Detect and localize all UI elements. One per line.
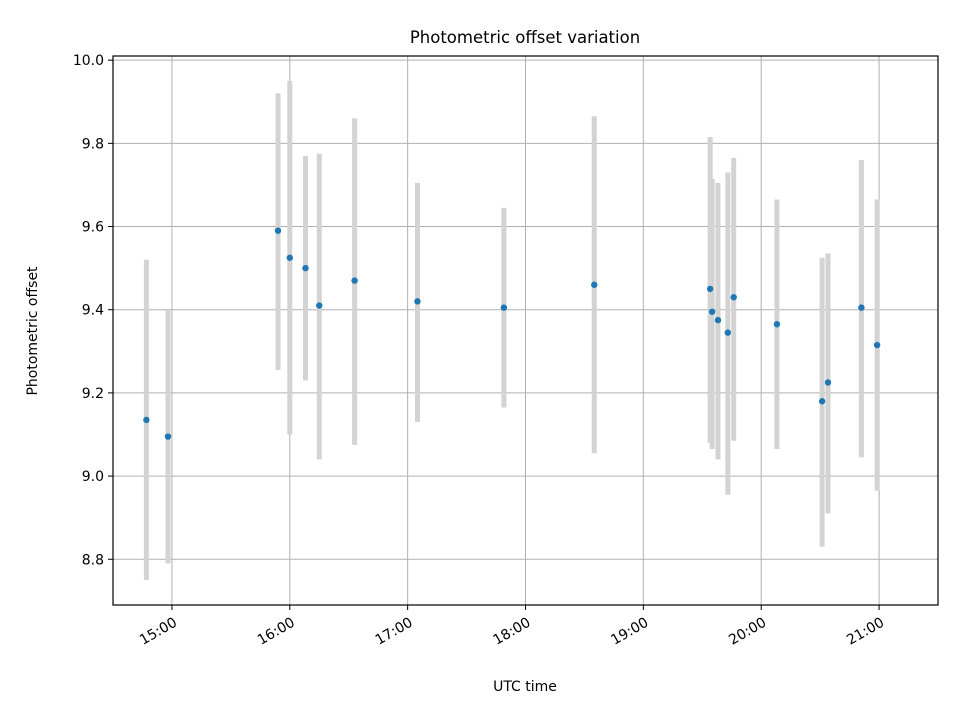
y-tick-label: 9.0 [82,469,104,485]
data-point [818,398,826,405]
data-point [286,254,293,261]
data-point [824,379,832,386]
chart-title: Photometric offset variation [410,28,640,47]
data-point [274,227,282,234]
y-tick-label: 10.0 [73,53,104,69]
data-point [858,304,865,311]
y-tick-label: 9.2 [82,386,104,402]
data-point [873,341,881,349]
data-point [714,316,722,324]
y-tick-label: 9.4 [82,303,104,319]
data-point [724,329,732,336]
data-point [164,433,172,440]
data-point [414,298,421,305]
x-axis-label: UTC time [493,679,557,695]
data-point [706,285,714,293]
y-tick-label: 9.8 [82,136,104,152]
data-point [316,302,323,309]
data-point [773,321,781,328]
data-point [500,304,508,311]
data-point [143,416,150,424]
data-point [302,264,309,272]
data-point [351,277,358,284]
data-point [730,294,737,301]
y-axis-label: Photometric offset [25,266,41,396]
data-point [591,281,598,288]
data-point [708,308,716,315]
y-axis-ticks: 8.8 9.0 9.2 9.4 9.6 9.8 10.0 [73,53,113,568]
y-tick-label: 9.6 [82,220,104,236]
data-points [143,227,881,440]
y-tick-label: 8.8 [82,552,104,568]
